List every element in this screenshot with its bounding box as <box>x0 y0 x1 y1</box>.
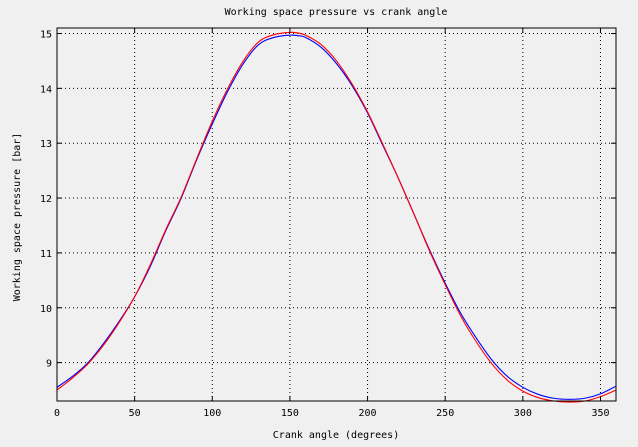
y-axis-label: Working space pressure [bar] <box>12 133 23 302</box>
y-tick-label: 14 <box>40 84 52 95</box>
series-layer <box>56 31 617 403</box>
x-tick-label: 50 <box>129 408 141 419</box>
x-tick-label: 0 <box>54 408 60 419</box>
y-tick-label: 11 <box>40 249 52 260</box>
plot-frame <box>56 27 617 402</box>
x-tick-label: 350 <box>591 408 609 419</box>
x-axis: 0 50 100 150 200 250 300 350 <box>54 28 610 419</box>
x-tick-label: 100 <box>203 408 221 419</box>
y-tick-label: 15 <box>40 29 52 40</box>
y-axis: 9 10 11 12 13 14 15 <box>40 29 616 370</box>
x-tick-label: 250 <box>436 408 454 419</box>
series-line-2 <box>56 31 617 403</box>
y-tick-label: 9 <box>46 359 52 370</box>
y-tick-label: 10 <box>40 304 52 315</box>
y-tick-label: 12 <box>40 194 52 205</box>
x-tick-label: 300 <box>514 408 532 419</box>
series-line-1 <box>56 34 617 400</box>
x-tick-label: 150 <box>281 408 299 419</box>
x-axis-label: Crank angle (degrees) <box>273 430 399 441</box>
y-tick-label: 13 <box>40 139 52 150</box>
chart-title: Working space pressure vs crank angle <box>225 7 448 18</box>
x-tick-label: 200 <box>359 408 377 419</box>
